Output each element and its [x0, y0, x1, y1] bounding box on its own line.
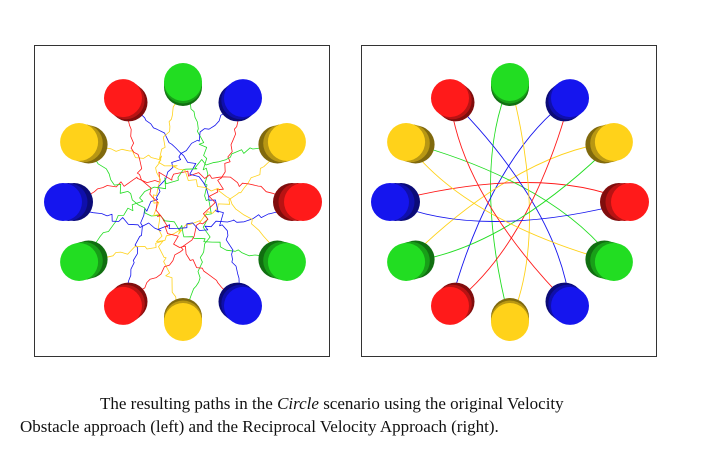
- robot-path-blue: [122, 97, 244, 306]
- paths-group: [389, 81, 631, 323]
- robot-cylinder-yellow: [60, 123, 108, 164]
- robot-path-yellow: [79, 141, 288, 263]
- robot-cylinder-green: [491, 63, 529, 106]
- robot-path-yellow: [405, 141, 615, 263]
- robot-cylinder-red: [431, 282, 475, 325]
- robot-cylinder-green: [585, 240, 633, 281]
- robot-path-yellow: [405, 141, 614, 263]
- robot-cylinder-green: [60, 240, 108, 281]
- caption-text-2: scenario using the original Velocity: [318, 394, 564, 413]
- robot-cylinder-red: [600, 183, 649, 221]
- robot-path-red: [449, 98, 571, 307]
- robot-cylinder-green: [258, 240, 306, 281]
- robot-cylinder-green: [387, 240, 435, 281]
- robot-cylinder-blue: [545, 79, 589, 122]
- robot-path-yellow: [509, 81, 530, 323]
- rvo-paths-plot: [371, 63, 649, 341]
- robot-cylinder-red: [104, 79, 148, 122]
- robot-path-green: [182, 81, 212, 323]
- robot-cylinder-blue: [218, 282, 262, 325]
- robot-path-yellow: [152, 81, 184, 323]
- robot-cylinder-blue: [44, 183, 93, 221]
- robot-cylinder-blue: [218, 79, 262, 122]
- robots-group: [44, 63, 322, 341]
- caption-scenario: Circle: [277, 394, 319, 413]
- paths-group: [62, 81, 304, 323]
- robot-path-red: [389, 182, 631, 203]
- vo-paths-panel: [34, 45, 330, 357]
- robot-path-green: [78, 141, 287, 263]
- robot-cylinder-red: [273, 183, 322, 221]
- robot-path-blue: [449, 97, 571, 307]
- vo-paths-plot: [44, 63, 322, 341]
- robot-path-blue: [122, 97, 244, 306]
- robot-path-green: [406, 141, 615, 263]
- robot-cylinder-yellow: [585, 123, 633, 164]
- caption-text-1: The resulting paths in the: [100, 394, 278, 413]
- robot-path-blue: [62, 201, 304, 232]
- robot-path-red: [449, 97, 571, 307]
- robot-cylinder-blue: [545, 282, 589, 325]
- robot-path-red: [122, 98, 244, 307]
- robot-cylinder-blue: [371, 183, 420, 221]
- caption-text-3: Obstacle approach (left) and the Recipro…: [20, 417, 499, 436]
- robot-cylinder-yellow: [491, 298, 529, 341]
- robot-cylinder-yellow: [387, 123, 435, 164]
- robots-group: [371, 63, 649, 341]
- robot-cylinder-yellow: [164, 298, 202, 341]
- robot-cylinder-green: [164, 63, 202, 106]
- robot-path-blue: [389, 201, 631, 222]
- robot-cylinder-red: [431, 79, 475, 122]
- figure-caption: The resulting paths in the Circle scenar…: [20, 392, 686, 438]
- robot-path-green: [405, 141, 615, 263]
- robot-path-green: [490, 81, 511, 323]
- robot-cylinder-red: [104, 282, 148, 325]
- robot-path-blue: [449, 97, 571, 306]
- robot-path-green: [78, 141, 287, 263]
- rvo-paths-panel: [361, 45, 657, 357]
- robot-cylinder-yellow: [258, 123, 306, 164]
- robot-path-red: [122, 98, 244, 307]
- robot-path-yellow: [79, 141, 288, 263]
- robot-path-red: [62, 170, 304, 203]
